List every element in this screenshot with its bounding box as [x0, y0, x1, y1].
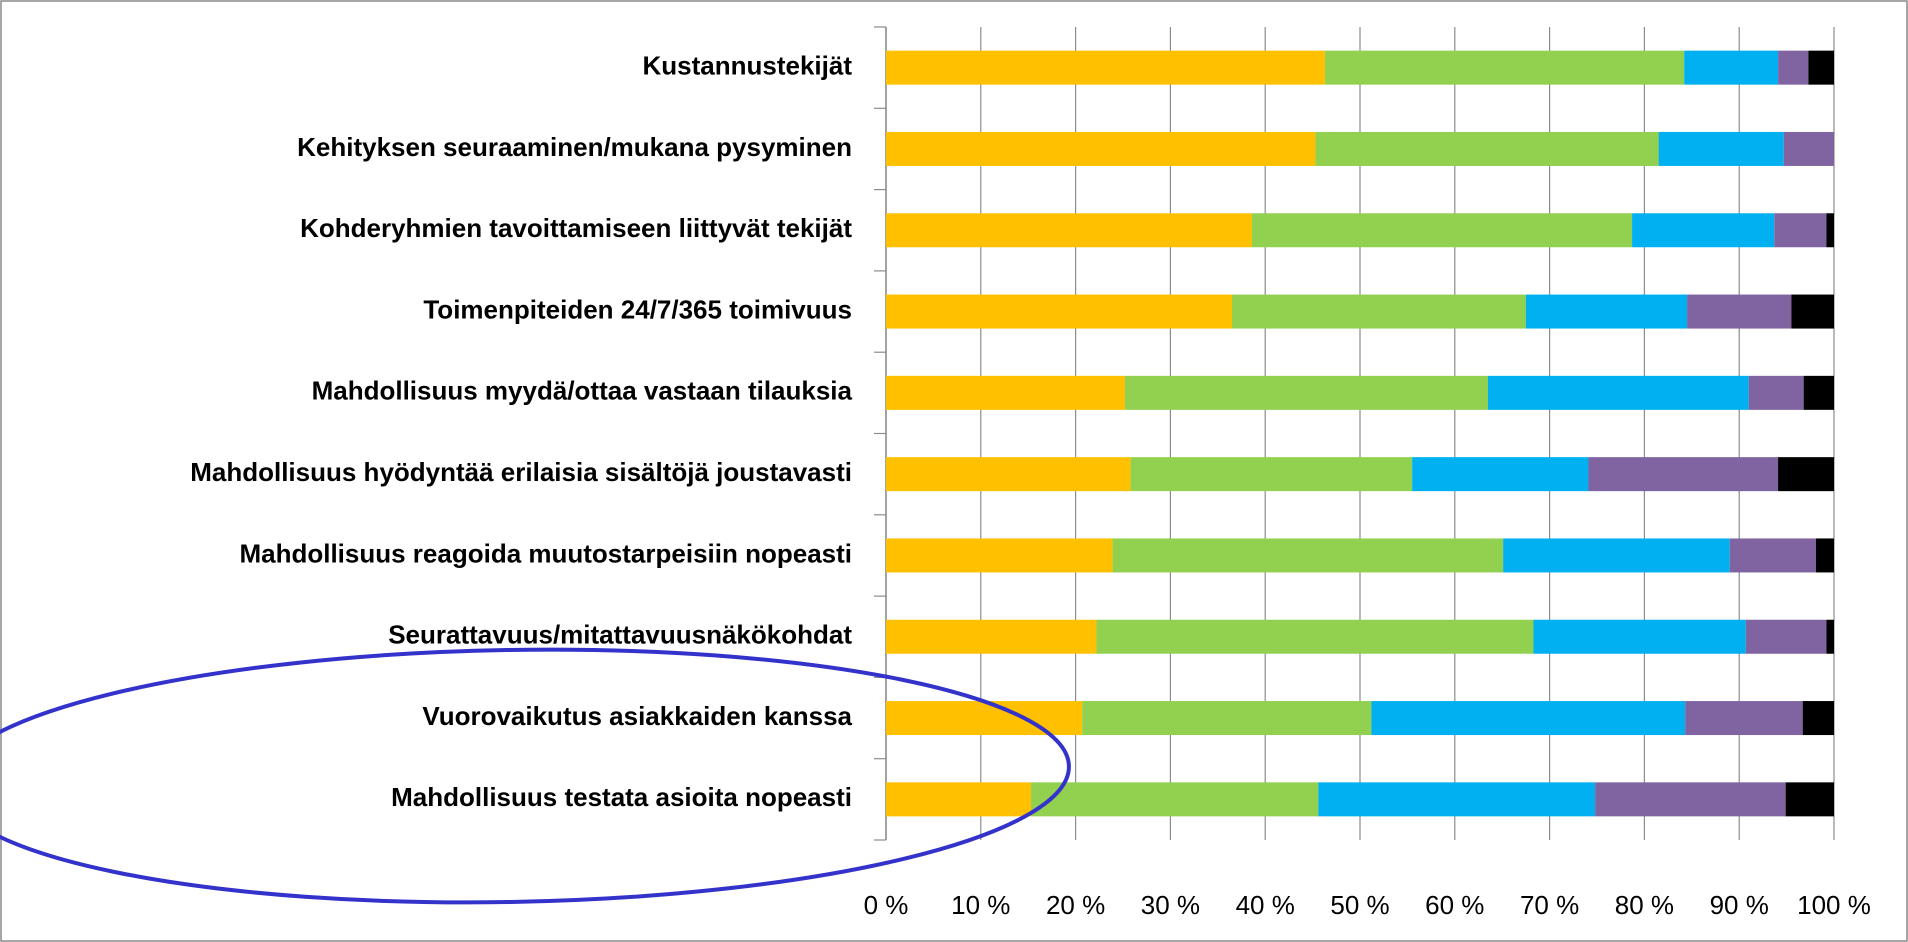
x-tick-label: 90 %: [1710, 890, 1769, 920]
bar-segment: [1315, 131, 1659, 166]
x-tick-label: 100 %: [1797, 890, 1871, 920]
bar-segment: [886, 375, 1125, 410]
bar-segment: [1525, 294, 1688, 329]
bar-segment: [1503, 538, 1730, 573]
y-tick-label: Vuorovaikutus asiakkaiden kanssa: [422, 701, 852, 731]
bar-segment: [1082, 701, 1372, 736]
bar-segment: [1803, 375, 1834, 410]
bar-segment: [1783, 131, 1834, 166]
bar-segment: [1791, 294, 1834, 329]
bar-segment: [1815, 538, 1834, 573]
bar-segment: [1324, 50, 1685, 85]
bar-segment: [1826, 619, 1834, 654]
bar-segment: [1632, 213, 1775, 248]
bar-segment: [1745, 619, 1827, 654]
bar-segment: [886, 294, 1233, 329]
y-tick-label: Kehityksen seuraaminen/mukana pysyminen: [297, 132, 852, 162]
y-tick-label: Kustannustekijät: [643, 51, 853, 81]
y-tick-label: Mahdollisuus testata asioita nopeasti: [391, 782, 852, 812]
bar-segment: [1031, 782, 1319, 817]
x-tick-label: 30 %: [1141, 890, 1200, 920]
bar-segment: [1687, 294, 1792, 329]
bar-segment: [1658, 131, 1784, 166]
bar-segment: [1124, 375, 1488, 410]
x-tick-label: 50 %: [1330, 890, 1389, 920]
y-tick-label: Mahdollisuus myydä/ottaa vastaan tilauks…: [312, 376, 853, 406]
bar-segment: [1595, 782, 1786, 817]
bar-segment: [886, 538, 1113, 573]
x-tick-label: 70 %: [1520, 890, 1579, 920]
y-tick-label: Mahdollisuus reagoida muutostarpeisiin n…: [239, 538, 852, 568]
bar-segment: [886, 50, 1325, 85]
bar-segment: [1778, 457, 1834, 492]
y-tick-label: Toimenpiteiden 24/7/365 toimivuus: [423, 294, 852, 324]
bar-segment: [1487, 375, 1749, 410]
bar-segment: [1533, 619, 1746, 654]
highlight-ellipse: [0, 647, 1071, 905]
y-tick-label: Mahdollisuus hyödyntää erilaisia sisältö…: [190, 457, 852, 487]
bar-segment: [1232, 294, 1526, 329]
x-tick-label: 80 %: [1615, 890, 1674, 920]
x-tick-label: 10 %: [951, 890, 1010, 920]
bar-segment: [886, 782, 1032, 817]
bar-segment: [886, 131, 1316, 166]
bar-segment: [1729, 538, 1816, 573]
bar-segment: [1412, 457, 1589, 492]
x-tick-label: 0 %: [864, 890, 909, 920]
bar-segment: [1748, 375, 1804, 410]
plot: 0 % 10 % 20 % 30 % 40 % 50 % 60 % 70 % 80 % 90 % 1…: [190, 26, 1871, 920]
bar-segment: [1802, 701, 1834, 736]
bar-segment: [1785, 782, 1834, 817]
bar-segment: [886, 213, 1252, 248]
x-tick-label: 40 %: [1236, 890, 1295, 920]
y-tick-label: Seurattavuus/mitattavuusnäkökohdat: [388, 620, 852, 650]
bar-segment: [1685, 701, 1803, 736]
y-tick-label: Kohderyhmien tavoittamiseen liittyvät te…: [300, 213, 852, 243]
bar-segment: [1371, 701, 1686, 736]
bar-segment: [1096, 619, 1534, 654]
bar-segment: [1130, 457, 1413, 492]
bar-segment: [886, 701, 1083, 736]
x-tick-label: 20 %: [1046, 890, 1105, 920]
bar-segment: [1778, 50, 1809, 85]
bar-segment: [1588, 457, 1779, 492]
bar-segment: [886, 619, 1097, 654]
bar-segment: [1808, 50, 1834, 85]
bar-segment: [1112, 538, 1504, 573]
bar-segment: [1318, 782, 1596, 817]
bar-segment: [1826, 213, 1834, 248]
bar-segment: [1684, 50, 1779, 85]
bar-segment: [1251, 213, 1633, 248]
bar-segment: [1774, 213, 1827, 248]
bar-segment: [886, 457, 1131, 492]
x-tick-label: 60 %: [1425, 890, 1484, 920]
